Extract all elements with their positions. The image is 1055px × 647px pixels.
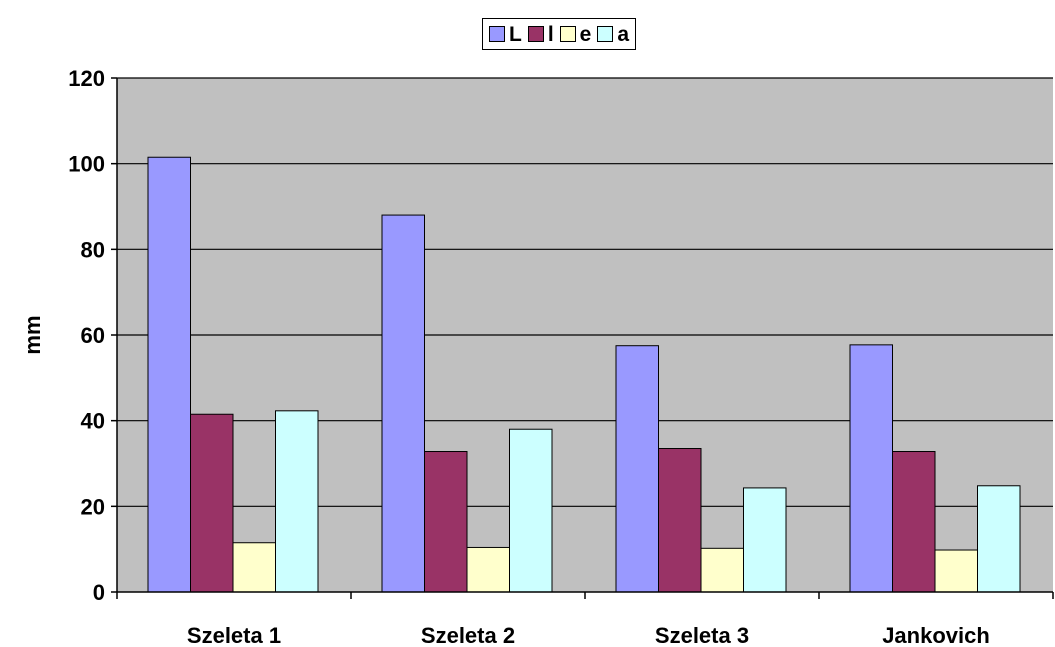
- legend-item-l: l: [527, 22, 554, 46]
- bar-a-1: [509, 428, 553, 593]
- bar-e-0: [232, 542, 276, 593]
- legend-swatch-e: [559, 26, 576, 42]
- legend-label-L: L: [509, 22, 522, 46]
- legend-swatch-a: [597, 26, 614, 42]
- bar-l-0: [190, 413, 234, 593]
- bar-e-1: [466, 546, 510, 593]
- y-tick-label: 100: [68, 152, 105, 177]
- legend-label-l: l: [547, 22, 554, 46]
- bar-l-2: [658, 448, 702, 593]
- bar-L-2: [615, 345, 659, 593]
- x-tick-label: Szeleta 1: [187, 623, 281, 647]
- bar-a-0: [275, 410, 319, 593]
- bar-L-0: [147, 156, 191, 593]
- legend-item-a: a: [597, 24, 629, 45]
- y-tick-label: 0: [93, 580, 105, 605]
- x-tick-label: Szeleta 2: [421, 623, 515, 647]
- legend-label-a: a: [617, 22, 630, 46]
- y-tick-label: 80: [81, 237, 105, 262]
- legend-item-e: e: [559, 22, 592, 46]
- bar-L-3: [849, 344, 893, 593]
- bar-a-2: [743, 487, 787, 593]
- y-tick-label: 40: [81, 409, 105, 434]
- legend-label-e: e: [579, 22, 592, 46]
- bar-a-3: [977, 485, 1021, 593]
- axes: 0 20 40 60 80 100 120 Szeleta 1 Szeleta 2 Szeleta…: [68, 66, 1054, 647]
- legend: L l e a: [482, 18, 637, 50]
- bar-e-3: [934, 549, 978, 593]
- x-tick-label: Jankovich: [882, 623, 990, 647]
- bar-l-3: [892, 451, 936, 593]
- bars: [147, 156, 1021, 593]
- legend-item-L: L: [489, 24, 522, 45]
- legend-swatch-l: [527, 26, 544, 42]
- bar-l-1: [424, 451, 468, 593]
- y-tick-label: 120: [68, 66, 105, 91]
- y-tick-label: 20: [81, 494, 105, 519]
- bar-e-2: [700, 547, 744, 593]
- legend-swatch-L: [489, 26, 505, 42]
- bar-L-1: [381, 214, 425, 593]
- x-tick-label: Szeleta 3: [655, 623, 749, 647]
- y-tick-label: 60: [81, 323, 105, 348]
- y-axis-title: mm: [20, 315, 45, 354]
